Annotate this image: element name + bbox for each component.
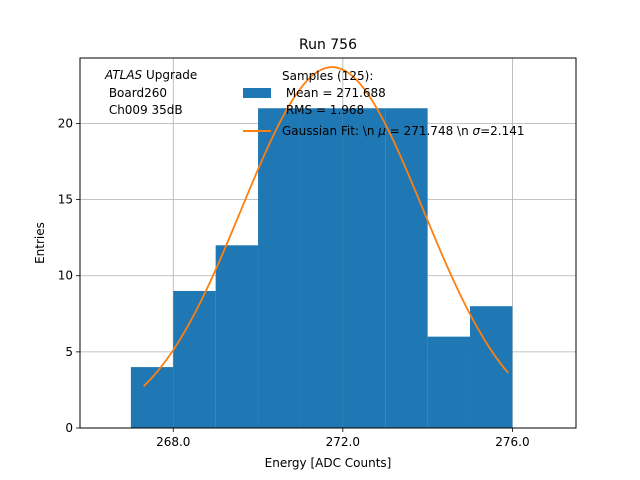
histogram-bar [427, 336, 471, 428]
y-tick-label: 5 [65, 345, 73, 359]
x-tick-label: 268.0 [156, 435, 190, 449]
legend-mean: Mean = 271.688 [282, 86, 386, 100]
x-tick-label: 276.0 [495, 435, 529, 449]
atlas-annotation: ATLAS Upgrade Board260 Ch009 35dB [104, 68, 197, 117]
histogram-bar [130, 367, 174, 428]
chart-title: Run 756 [299, 37, 357, 53]
legend-fit-part-1: Gaussian Fit: \n [282, 124, 378, 138]
plot-frame [79, 57, 577, 429]
legend-fit-part-2: = 271.748 \n [386, 124, 473, 138]
annotation-suffix: Upgrade [142, 68, 197, 82]
histogram-bar [342, 108, 386, 428]
legend-rms: RMS = 1.968 [282, 103, 364, 117]
y-tick-label: 20 [58, 116, 73, 130]
histogram-bars [130, 108, 513, 428]
legend-histogram-swatch [243, 88, 271, 98]
annotation-line-1: ATLAS Upgrade [104, 68, 197, 82]
x-axis-label: Energy [ADC Counts] [265, 456, 392, 470]
annotation-board: Board260 [105, 86, 167, 100]
histogram-bar [173, 290, 216, 428]
legend-fit-mu: μ [377, 124, 386, 138]
y-tick-label: 15 [58, 193, 73, 207]
annotation-experiment: ATLAS [104, 68, 143, 82]
y-tick-label: 10 [58, 269, 73, 283]
legend-samples: Samples (125): [282, 69, 373, 83]
x-tick-label: 272.0 [326, 435, 360, 449]
histogram-bar [385, 108, 428, 428]
legend: Samples (125): Mean = 271.688 RMS = 1.96… [243, 69, 525, 138]
gaussian-fit-curve [142, 66, 509, 387]
axis-ticks: 268.0 272.0 276.0 0 5 10 15 20 [58, 116, 530, 449]
histogram-bar [258, 108, 301, 428]
y-axis-label: Entries [33, 222, 47, 264]
histogram-bar [215, 245, 259, 428]
legend-fit-label: Gaussian Fit: \n μ = 271.748 \n σ=2.141 [282, 124, 525, 138]
fit-layer [142, 66, 509, 387]
y-tick-label: 0 [65, 421, 73, 435]
annotation-channel: Ch009 35dB [105, 103, 183, 117]
legend-fit-part-3: =2.141 [480, 124, 524, 138]
legend-fit-sigma: σ [473, 124, 481, 138]
histogram-bar [300, 108, 343, 428]
